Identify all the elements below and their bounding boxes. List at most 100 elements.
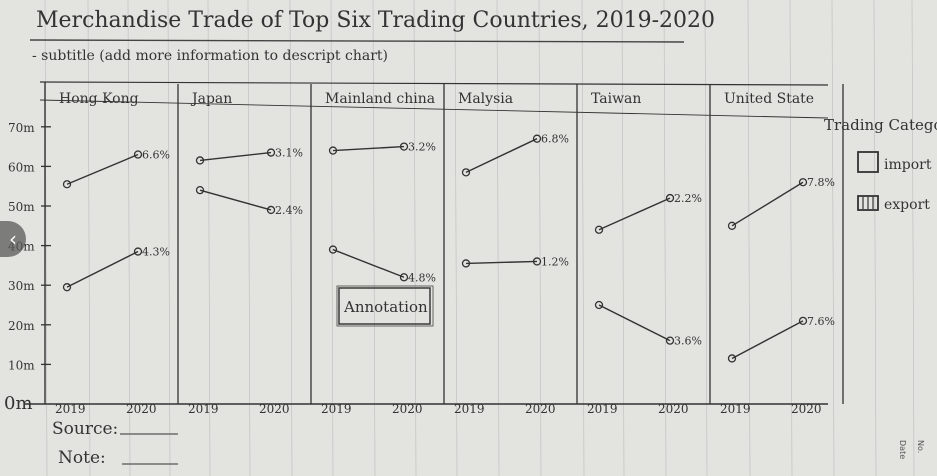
data-label: 2.4%: [275, 204, 303, 217]
legend-export-swatch: [857, 195, 879, 211]
page-number-label: No.: [916, 440, 925, 453]
paper-rule: [207, 0, 211, 476]
paper-rule: [538, 0, 542, 476]
data-label: 7.6%: [807, 315, 835, 328]
x-tick-label: 2019: [188, 402, 219, 416]
data-point: [727, 354, 737, 363]
y-tick-label: 30m: [8, 279, 35, 293]
page-date-label: Date: [898, 440, 907, 459]
paper-rule: [873, 0, 877, 476]
data-point: [665, 336, 675, 345]
notebook-rules: [44, 0, 915, 476]
x-tick-label: 2019: [321, 402, 352, 416]
legend-import-label: import: [884, 157, 932, 173]
paper-rule: [747, 0, 751, 476]
x-tick-label: 2020: [791, 402, 822, 416]
x-tick-label: 2020: [126, 402, 157, 416]
x-tick-label: 2020: [392, 402, 423, 416]
series-line: [465, 138, 538, 173]
paper-rule: [330, 0, 334, 476]
data-point: [461, 259, 471, 268]
data-label: 3.1%: [275, 147, 303, 160]
series-line: [199, 151, 272, 162]
chart-title: Merchandise Trade of Top Six Trading Cou…: [36, 8, 715, 33]
data-point: [594, 300, 604, 310]
panel-title: Malysia: [458, 91, 513, 107]
x-tick-label: 2019: [587, 402, 618, 416]
paper-rule: [127, 0, 131, 476]
data-point: [532, 134, 542, 143]
paper-rule: [789, 0, 793, 476]
data-point: [798, 316, 808, 325]
series-line: [598, 197, 671, 231]
data-label: 4.8%: [408, 271, 436, 284]
panel-title: Japan: [190, 91, 232, 107]
x-tick-label: 2020: [525, 402, 556, 416]
data-point: [328, 245, 338, 254]
x-tick-label: 2019: [720, 402, 751, 416]
paper-rule: [247, 0, 251, 476]
paper-rule: [496, 0, 500, 476]
data-point: [399, 273, 409, 282]
paper-rule: [413, 0, 417, 476]
series-line: [731, 320, 804, 360]
series-line: [332, 248, 405, 278]
data-point: [133, 247, 143, 256]
data-point: [399, 142, 409, 151]
panel-header-underline: [39, 99, 829, 119]
data-point: [133, 150, 143, 159]
legend-export-label: export: [884, 197, 930, 213]
annotation-box: [338, 287, 431, 325]
paper-rule: [44, 0, 48, 476]
series-line: [66, 153, 139, 185]
data-point: [62, 180, 72, 189]
panel-title: Taiwan: [591, 91, 641, 107]
legend-title: Trading Category: [824, 116, 937, 134]
panel-header-line: [39, 81, 829, 86]
paper-rule: [663, 0, 667, 476]
data-point: [798, 178, 808, 187]
panel-title: Mainland china: [325, 91, 435, 107]
data-label: 6.6%: [142, 149, 170, 162]
series-layer: 4.3% 6.6% 3.1% 2.4% 3.2% 4.8% 6.8% 1.2% 2.2% 3.6%…: [62, 133, 835, 363]
x-tick-label: 2020: [658, 402, 689, 416]
paper-rule: [704, 0, 708, 476]
data-point: [195, 156, 205, 165]
paper-rule: [621, 0, 625, 476]
data-label: 1.2%: [541, 255, 569, 268]
legend-import-swatch: [857, 151, 879, 173]
data-point: [532, 257, 542, 266]
y-tick-label: 10m: [8, 358, 35, 372]
data-label: 2.2%: [674, 192, 702, 205]
source-label: Source:: [52, 419, 118, 439]
paper-rule: [831, 0, 835, 476]
legend-export-hatch: [862, 197, 874, 209]
paper-rule: [581, 0, 585, 476]
paper-rule: [454, 0, 458, 476]
x-tick-label: 2019: [55, 402, 86, 416]
panel-titles: Hong Kong Japan Mainland china Malysia Taiwa…: [59, 91, 814, 107]
data-point: [665, 193, 675, 203]
y-tick-label: 20m: [8, 319, 35, 333]
data-point: [727, 221, 737, 230]
data-label: 3.6%: [674, 335, 702, 348]
data-point: [266, 205, 276, 215]
x-axis: 2019 2020 2019 2020 2019 2020 2019 2020 2019 2020…: [25, 402, 828, 416]
annotation-box-outline: [336, 285, 434, 327]
series-line: [332, 145, 405, 152]
data-label: 6.8%: [541, 133, 569, 146]
data-point: [328, 146, 338, 155]
data-label: 3.2%: [408, 141, 436, 154]
title-underline: [29, 39, 685, 43]
chart-subtitle: - subtitle (add more information to desc…: [32, 48, 388, 64]
data-point: [195, 186, 205, 195]
data-label: 4.3%: [142, 246, 170, 259]
note-label: Note:: [58, 448, 106, 468]
y-tick-label: 70m: [8, 121, 35, 135]
x-tick-label: 2019: [454, 402, 485, 416]
chevron-left-icon: ‹: [9, 227, 17, 251]
series-line: [731, 181, 804, 227]
y-tick-label: 60m: [8, 160, 35, 174]
y-tick-label: 50m: [8, 200, 35, 214]
